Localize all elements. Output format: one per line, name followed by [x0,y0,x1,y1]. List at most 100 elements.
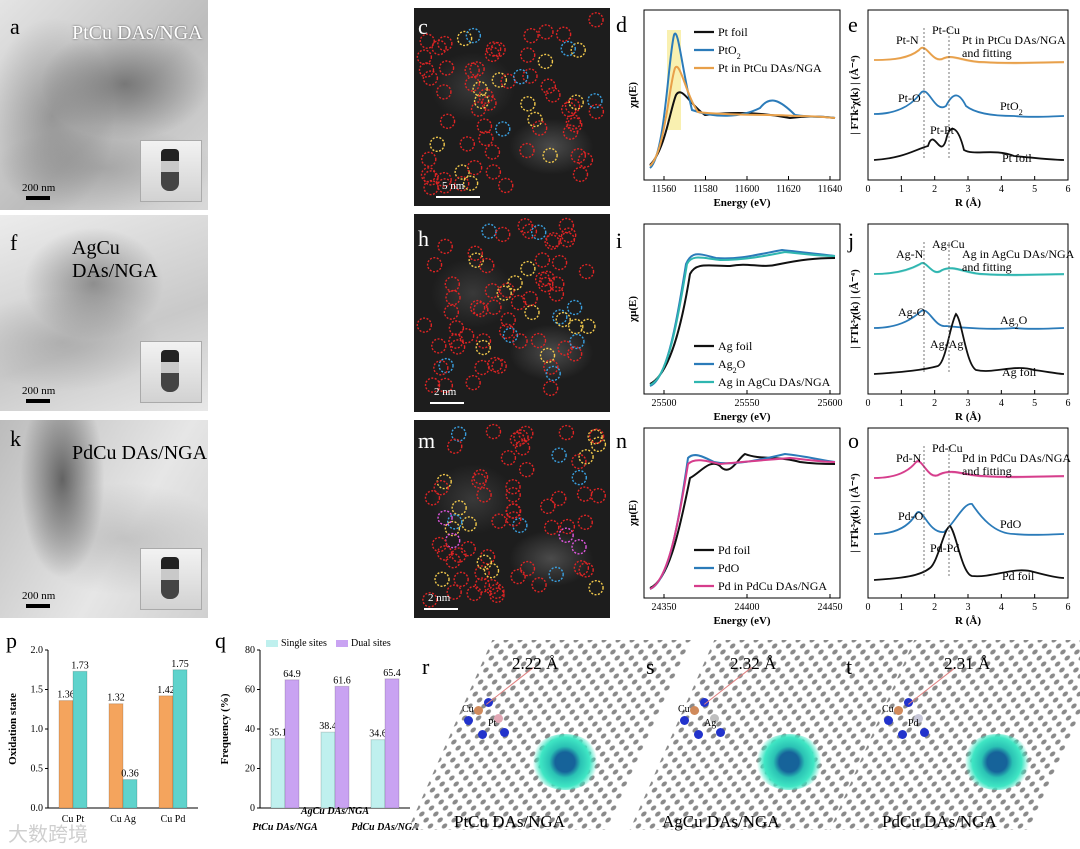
atom-site-circle [468,252,484,268]
bond-label: Ag-N [896,247,924,261]
x-tick-label: 5 [1032,184,1037,195]
atom-site-circle [478,130,494,147]
x-axis-label: R (Å) [955,615,981,627]
y-axis-label: | FTk³χ(k) | (Å⁻⁴) [849,473,861,553]
data-label: 61.6 [333,675,351,686]
atom-site-circle [519,142,535,159]
atom-site-circle [544,519,560,536]
bond-label: Ag-Ag [930,337,963,351]
haadf-image-m: 2 nm [414,420,610,618]
panel-letter: l [217,428,224,453]
atom-site-circle [510,294,527,311]
atom-site-circle [474,577,491,593]
x-tick-label: 6 [1066,398,1071,409]
atom-site-circle [569,333,585,350]
atom-site-circle [587,93,603,109]
bar-cu [108,703,124,809]
atom-site-circle [420,167,437,183]
atom-label-cu: Cu [462,704,474,715]
atom-site-circle [445,553,461,569]
atom-site-circle [471,473,487,489]
atom-site-circle [513,429,529,445]
atom-site-circle [522,68,538,84]
atom-site-circle [478,88,494,104]
atom-site-circle [483,562,500,579]
category-label: PtCu DAs/NGA [252,822,318,833]
x-tick-label: 2 [932,398,937,409]
atom-site-circle [469,61,485,77]
panel-letter: d [616,12,627,37]
atom-site-circle [418,62,435,78]
category-label: Cu Pd [161,814,186,825]
atom-site-circle [500,450,517,466]
atom-site-circle [422,70,439,86]
dft-label: PtCu DAs/NGA [454,812,565,831]
atom-site-circle [449,339,466,355]
bar-single-sites [320,731,336,809]
y-axis-label: Frequency (%) [219,693,231,764]
atom-site-circle [437,178,453,194]
curves [873,460,1065,581]
atom-site-circle [520,260,536,277]
atom-site-circle [456,30,473,47]
atom-site-circle [527,111,543,128]
x-tick-label: 11640 [818,184,843,195]
panel-letter: g [217,226,228,251]
atom-site-circle [481,223,497,239]
x-axis-label: R (Å) [955,411,981,423]
atom-site-circle [465,374,481,391]
atom-site-circle [562,124,579,140]
atom-site-circle [419,33,435,49]
y-axis-label: χμ(E) [627,82,639,109]
xanes-plot-n: 24350 24400 24450 Energy (eV) χμ(E) Pd foil Pd… [620,418,848,627]
legend-label: Pt in PtCu DAs/NGA [718,61,822,75]
panel-letter: r [422,654,430,679]
legend-swatch [266,640,278,647]
atom-site-circle [479,257,495,274]
eds-map-Ag: 100 nm Ag [213,316,308,408]
y-tick-label: 80 [245,645,255,656]
panel-letter: s [646,654,655,679]
atom-site-circle [509,431,526,448]
atom-label-cu: Cu [678,704,690,715]
atom-site-circle [423,170,439,186]
tem-title: PdCu DAs/NGA [72,442,208,464]
bar-single-sites [370,739,386,809]
atom-site-circle [545,232,562,248]
atom-site-circle [522,290,538,307]
atom-site-circle [530,332,547,349]
x-axis-label: Energy (eV) [713,197,770,209]
x-tick-label: 24400 [735,602,760,613]
atom-site-circle [498,323,515,339]
bar-cu [58,700,74,809]
scale-label: 200 nm [22,182,56,194]
panel-letter: o [848,428,859,453]
y-axis-label: χμ(E) [627,500,639,527]
atom-site-circle [433,360,449,376]
bond-label: Ag-Cu [932,237,965,251]
atom-site-circle [484,46,501,63]
atom-site-circle [460,541,476,557]
atom-site-circle [505,487,521,503]
legend-label: Pd foil [718,543,751,557]
scale-bar [26,196,50,200]
atom-site-circle [571,453,587,470]
atom-site-circle [437,35,453,52]
atom-site-circle [467,245,483,261]
xanes-curve-3 [649,65,836,167]
atom-site-circle [450,426,467,442]
x-tick-label: 25500 [652,398,677,409]
bond-label: Pt-N [896,33,919,47]
legend-label: Ag in AgCu DAs/NGA [718,375,831,389]
atom-site-circle [437,377,454,394]
atom-site-circle [505,503,522,519]
tem-title: PtCu DAs/NGA [72,22,203,44]
atom-site-circle [498,177,514,194]
atom-label-metal: Pd [908,718,919,729]
legend-label: PdO [718,561,740,575]
atom-site-circle [454,175,470,192]
atom-site-circle [424,490,441,506]
atom-site-circle [559,518,576,535]
atom-site-circle [484,283,501,299]
data-label: 0.36 [121,769,139,780]
